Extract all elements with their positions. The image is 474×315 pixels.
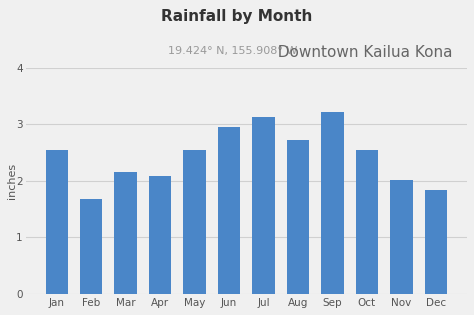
Text: Rainfall by Month: Rainfall by Month [161, 9, 313, 25]
Bar [218, 127, 240, 294]
Y-axis label: inches: inches [7, 163, 17, 199]
Bar [356, 150, 378, 294]
Bar [149, 176, 171, 294]
Bar [425, 190, 447, 294]
Text: 19.424° N, 155.908° W: 19.424° N, 155.908° W [168, 46, 298, 56]
Bar [183, 150, 206, 294]
Bar [252, 117, 275, 294]
Bar [115, 172, 137, 294]
Bar [46, 150, 68, 294]
Text: Downtown Kailua Kona: Downtown Kailua Kona [268, 45, 452, 60]
Bar [80, 199, 102, 294]
Bar [321, 112, 344, 294]
Bar [287, 140, 309, 294]
Bar [390, 180, 412, 294]
